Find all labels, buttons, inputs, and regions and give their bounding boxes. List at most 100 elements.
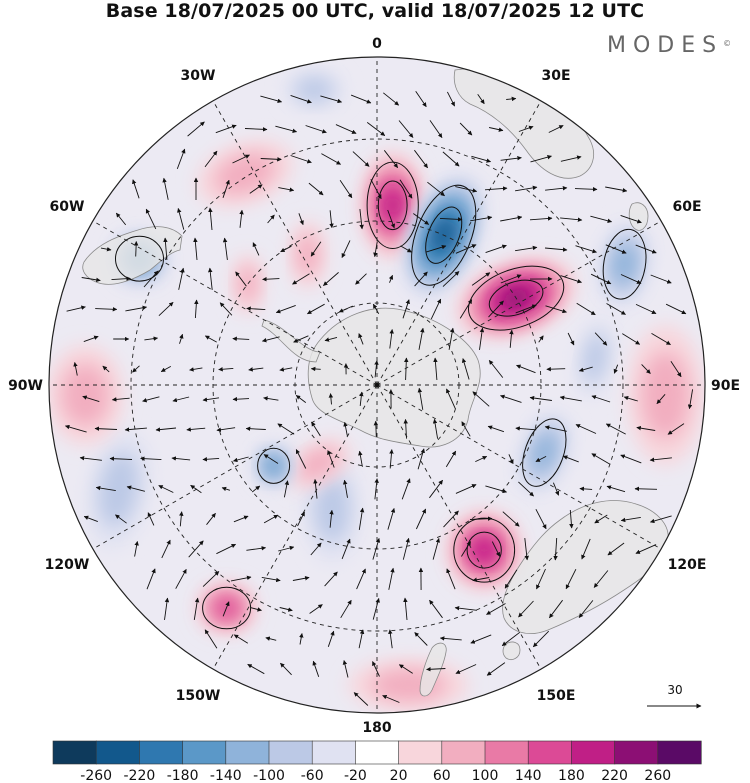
wind-vector xyxy=(82,395,100,403)
wind-vector xyxy=(158,301,174,317)
wind-vector xyxy=(635,244,657,254)
longitude-label: 90W xyxy=(8,378,43,394)
wind-vector xyxy=(548,125,564,133)
wind-vector xyxy=(134,540,139,557)
wind-vector xyxy=(504,569,518,589)
wind-vector xyxy=(415,508,427,530)
wind-vector xyxy=(162,177,169,200)
wind-vector xyxy=(73,361,78,376)
wind-vector xyxy=(425,244,447,253)
wind-vector xyxy=(546,366,566,372)
wind-vector xyxy=(477,93,485,105)
wind-vector xyxy=(535,455,547,463)
wind-vector xyxy=(500,215,523,222)
wind-vector xyxy=(487,425,505,433)
wind-vector xyxy=(249,184,263,194)
anomaly-blob xyxy=(87,430,150,549)
wind-vector xyxy=(216,427,236,432)
wind-vector xyxy=(400,245,412,253)
wind-vector xyxy=(388,629,393,649)
anomaly-level xyxy=(473,538,496,562)
wind-vector xyxy=(202,397,220,402)
wind-vector xyxy=(506,96,517,102)
wind-vector xyxy=(190,484,202,494)
wind-vector xyxy=(500,394,522,403)
wind-vector xyxy=(179,333,184,344)
wind-vector xyxy=(329,509,334,528)
wind-vector xyxy=(650,274,672,284)
wind-vector xyxy=(455,186,478,193)
wind-vector xyxy=(502,511,520,527)
colorbar-swatch xyxy=(527,740,573,765)
wind-vector xyxy=(670,361,682,378)
wind-vector xyxy=(206,512,216,525)
anomaly-blob xyxy=(284,69,345,110)
wind-vector xyxy=(202,571,220,587)
wind-vector xyxy=(578,600,594,618)
wind-vector xyxy=(246,546,267,551)
wind-vector xyxy=(536,568,546,590)
wind-vector xyxy=(124,427,147,432)
wind-vector xyxy=(145,208,157,230)
wind-vector xyxy=(530,155,552,163)
wind-vector xyxy=(222,601,230,617)
wind-vector xyxy=(340,599,352,619)
parallel-circle xyxy=(130,138,624,632)
wind-vector xyxy=(491,541,501,557)
longitude-label: 180 xyxy=(362,720,391,736)
wind-vector xyxy=(310,366,321,372)
wind-vector xyxy=(280,245,292,253)
wind-vector xyxy=(575,245,597,254)
wind-vector xyxy=(218,367,234,372)
wind-vector xyxy=(635,303,657,315)
wind-vector xyxy=(79,455,102,461)
wind-vector xyxy=(263,454,279,464)
wind-vector xyxy=(442,151,460,167)
wind-vector xyxy=(613,364,619,374)
wind-vector xyxy=(636,425,656,431)
wind-vector xyxy=(292,576,310,581)
wind-vector xyxy=(403,597,408,621)
wind-vector xyxy=(591,453,611,465)
wind-vector xyxy=(275,125,298,133)
anomaly-blob xyxy=(348,659,469,712)
wind-vector xyxy=(382,694,400,703)
wind-vector xyxy=(342,479,348,498)
wind-vector xyxy=(171,456,191,461)
wind-vector xyxy=(187,121,205,137)
wind-vector xyxy=(529,395,552,401)
anomaly-level xyxy=(266,458,281,474)
wind-vector xyxy=(427,181,445,197)
wind-vector xyxy=(370,179,382,200)
wind-vector xyxy=(470,215,493,222)
wind-vector xyxy=(290,94,312,104)
wind-vector xyxy=(260,157,282,162)
wind-vector xyxy=(470,634,492,644)
wind-vector xyxy=(538,335,544,343)
wind-vector xyxy=(433,357,438,381)
wind-vector xyxy=(475,455,488,463)
wind-vector xyxy=(343,421,348,436)
wind-vector xyxy=(177,207,185,230)
wind-vector xyxy=(461,541,471,557)
anomaly-level xyxy=(215,153,275,194)
wind-vector xyxy=(222,237,228,260)
wind-vector xyxy=(455,244,477,254)
wind-vector xyxy=(575,424,597,434)
wind-vector xyxy=(576,302,596,316)
anomaly-level xyxy=(61,364,109,426)
wind-vector xyxy=(275,304,296,314)
wind-vector xyxy=(252,242,260,256)
wind-vector xyxy=(233,515,249,523)
wind-vector xyxy=(488,300,504,318)
anomaly-level xyxy=(314,475,350,542)
wind-vector xyxy=(372,597,380,620)
anomaly-level xyxy=(583,333,607,383)
wind-vector xyxy=(529,216,553,221)
wind-vector xyxy=(471,155,492,163)
wind-vector xyxy=(310,542,322,556)
wind-vector xyxy=(232,456,249,463)
wind-vector xyxy=(372,537,381,560)
contour-ring xyxy=(366,161,419,250)
